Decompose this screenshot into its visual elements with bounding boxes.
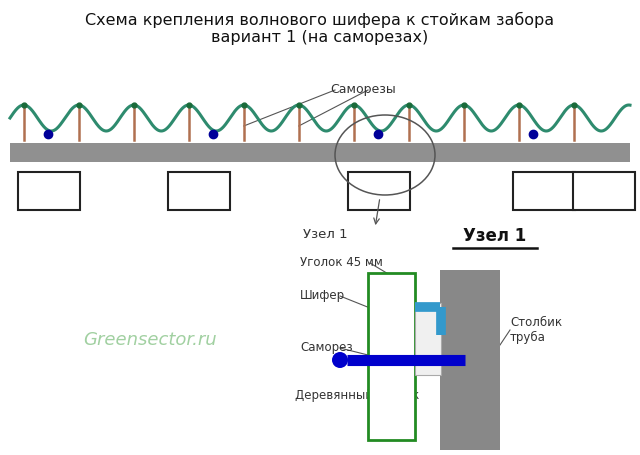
Text: Узел 1: Узел 1 — [303, 228, 348, 241]
Bar — [348, 172, 410, 210]
Bar — [513, 172, 575, 210]
Text: Деревянный брусок: Деревянный брусок — [295, 389, 419, 402]
Text: Саморезы: Саморезы — [330, 84, 396, 96]
Bar — [440, 270, 500, 450]
Text: Уголок 45 мм: Уголок 45 мм — [300, 257, 383, 269]
Text: Шифер: Шифер — [300, 289, 345, 303]
Text: Greensector.ru: Greensector.ru — [83, 331, 217, 349]
Circle shape — [332, 352, 348, 368]
Text: Саморез: Саморез — [300, 342, 353, 354]
Bar — [573, 172, 635, 210]
Bar — [10, 143, 630, 162]
Bar — [368, 273, 415, 440]
Text: Столбик
труба: Столбик труба — [510, 316, 562, 344]
Bar — [18, 172, 80, 210]
Bar — [415, 303, 441, 375]
Text: Узел 1: Узел 1 — [463, 227, 527, 245]
Bar — [168, 172, 230, 210]
Text: вариант 1 (на саморезах): вариант 1 (на саморезах) — [211, 30, 429, 45]
Text: Схема крепления волнового шифера к стойкам забора: Схема крепления волнового шифера к стойк… — [85, 12, 555, 28]
